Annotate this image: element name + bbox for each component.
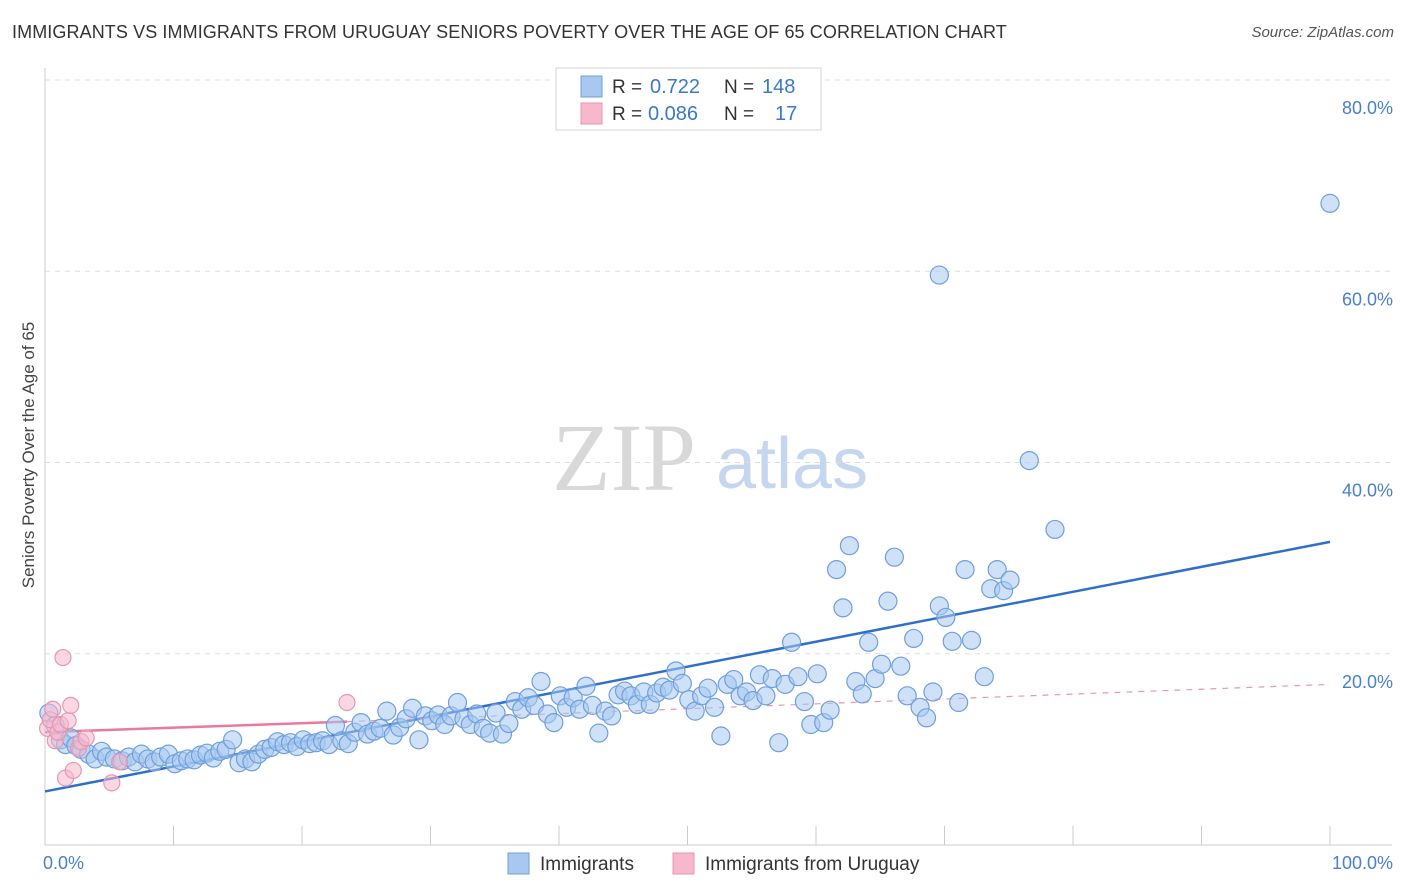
watermark-zip: ZIP	[552, 404, 696, 511]
immigrants-point	[884, 547, 904, 567]
bottom-legend-label-uruguay: Immigrants from Uruguay	[705, 854, 920, 875]
immigrants-point	[788, 667, 808, 687]
immigrants-point	[499, 713, 519, 734]
immigrants-point	[794, 691, 815, 712]
bottom-legend-swatch-uruguay	[672, 852, 695, 875]
chart-title: IMMIGRANTS VS IMMIGRANTS FROM URUGUAY SE…	[12, 22, 1007, 42]
immigrants-point	[878, 591, 898, 611]
immigrants-point	[859, 632, 879, 652]
immigrants-point	[711, 726, 731, 746]
legend-swatch-immigrants	[580, 75, 603, 98]
immigrants-point	[942, 631, 962, 651]
immigrants-point	[377, 701, 397, 721]
uruguay-points	[38, 648, 356, 792]
immigrants-point	[961, 630, 982, 650]
immigrants-point	[672, 673, 692, 693]
immigrants-point	[839, 536, 860, 556]
y-tick-label: 80.0%	[1342, 98, 1393, 118]
y-tick-label: 20.0%	[1342, 672, 1393, 692]
immigrants-point	[724, 669, 744, 690]
immigrants-point	[531, 671, 551, 692]
y-tick-label: 40.0%	[1342, 481, 1393, 501]
immigrants-point	[826, 559, 847, 580]
bottom-legend-swatch-immigrants	[507, 852, 530, 875]
immigrants-point	[447, 692, 468, 713]
immigrants-points	[39, 193, 1340, 774]
immigrants-point	[576, 676, 596, 696]
immigrants-point	[987, 559, 1007, 580]
immigrants-point	[409, 730, 429, 750]
x-tick-label-max: 100.0%	[1332, 853, 1393, 873]
immigrants-point	[704, 697, 725, 717]
immigrants-point	[769, 733, 789, 753]
uruguay-point	[64, 761, 82, 780]
immigrants-point	[833, 598, 853, 618]
immigrants-point	[486, 703, 506, 723]
legend-n-value-uruguay: 17	[775, 103, 797, 125]
legend-r-value-uruguay: 0.086	[648, 103, 698, 125]
uruguay-point	[338, 693, 356, 712]
trend-line-uruguay	[44, 720, 348, 734]
immigrants-point	[929, 265, 949, 285]
uruguay-point	[59, 712, 77, 730]
immigrants-point	[955, 559, 975, 580]
immigrants-point	[807, 664, 827, 684]
immigrants-point	[1320, 193, 1340, 213]
uruguay-point	[44, 700, 62, 718]
immigrants-point	[974, 667, 994, 687]
immigrants-point	[781, 632, 802, 652]
y-axis-title: Seniors Poverty Over the Age of 65	[19, 322, 38, 588]
uruguay-point	[62, 696, 80, 714]
bottom-legend-label-immigrants: Immigrants	[540, 854, 634, 875]
x-tick-label-min: 0.0%	[43, 853, 84, 873]
y-tick-labels: 20.0% 40.0% 60.0% 80.0%	[1342, 98, 1393, 692]
immigrants-point	[916, 708, 937, 728]
legend-n-label-uruguay: N =	[724, 104, 754, 125]
immigrants-point	[589, 723, 609, 743]
immigrants-point	[602, 706, 622, 726]
uruguay-point	[103, 774, 121, 792]
legend-n-value-immigrants: 148	[762, 76, 795, 98]
source-label: Source: ZipAtlas.com	[1251, 24, 1394, 41]
immigrants-point	[1045, 519, 1065, 540]
uruguay-point	[110, 753, 129, 771]
immigrants-point	[936, 607, 956, 628]
legend-r-label-immigrants: R =	[612, 77, 642, 98]
immigrants-point	[852, 684, 872, 704]
legend-top: R = 0.722 N = 148 R = 0.086 N = 17	[555, 67, 822, 131]
grid-lines	[45, 79, 1392, 655]
immigrants-point	[820, 700, 840, 720]
legend-r-value-immigrants: 0.722	[650, 76, 700, 98]
immigrants-point	[897, 686, 917, 706]
watermark-atlas: atlas	[716, 424, 868, 504]
immigrants-point	[1019, 450, 1039, 471]
watermark: ZIP atlas	[552, 404, 868, 511]
legend-bottom: Immigrants Immigrants from Uruguay	[507, 852, 920, 875]
y-tick-label: 60.0%	[1342, 289, 1393, 309]
x-tick-labels: 0.0% 100.0%	[43, 853, 1393, 873]
uruguay-point	[54, 648, 72, 667]
trend-line-uruguay-extended	[346, 683, 1331, 723]
immigrants-point	[698, 678, 718, 698]
legend-r-label-uruguay: R =	[612, 104, 642, 125]
immigrants-point	[1000, 570, 1020, 590]
immigrants-point	[923, 682, 943, 702]
immigrants-point	[891, 656, 911, 676]
legend-swatch-uruguay	[580, 102, 603, 125]
immigrants-point	[756, 686, 776, 706]
immigrants-point	[949, 692, 969, 713]
immigrants-point	[544, 712, 564, 733]
legend-n-label-immigrants: N =	[724, 77, 754, 98]
immigrants-point	[871, 654, 892, 674]
immigrants-point	[223, 730, 243, 750]
uruguay-point	[77, 729, 95, 747]
immigrants-point	[904, 628, 924, 649]
axes	[44, 68, 1392, 846]
